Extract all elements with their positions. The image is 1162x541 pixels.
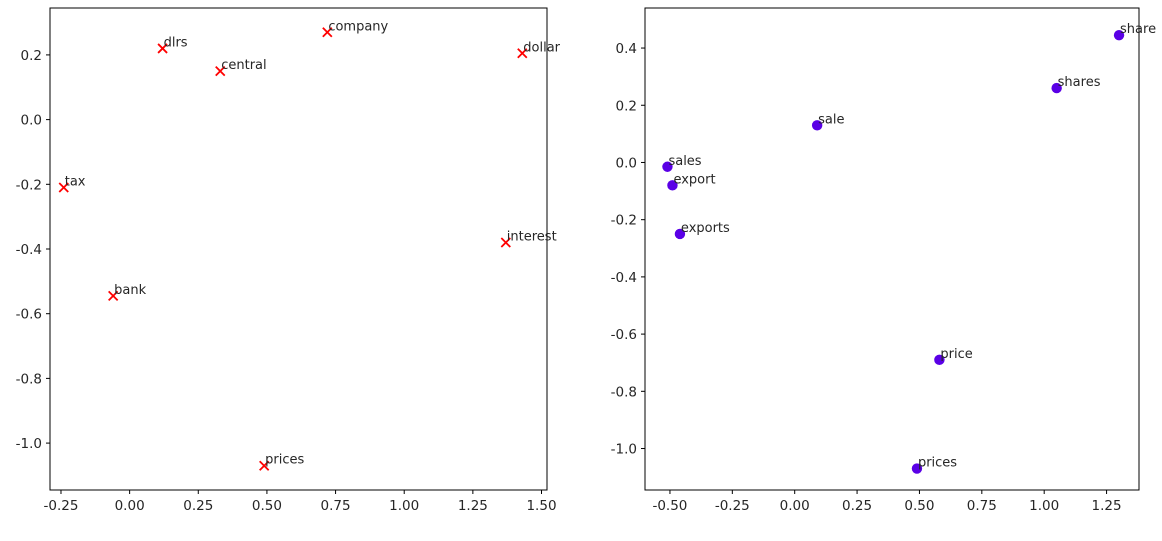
data-point-dot: [674, 228, 686, 240]
y-tick-label: -0.8: [611, 384, 637, 400]
y-tick-label: -0.8: [16, 371, 42, 387]
y-tick-label: -0.2: [16, 177, 42, 193]
y-tick-label: -0.6: [611, 327, 637, 343]
x-tick-label: 0.25: [183, 498, 213, 514]
point-label: company: [328, 19, 388, 34]
point-label: tax: [65, 175, 86, 190]
data-point-dot: [1051, 82, 1062, 94]
y-tick-label: 0.4: [616, 41, 637, 57]
data-point-x-marker: [215, 65, 226, 77]
point-label: shares: [1058, 75, 1101, 90]
point-label: exports: [681, 221, 730, 236]
data-point-dot: [911, 463, 923, 474]
y-tick-label: -1.0: [16, 436, 42, 452]
y-tick-label: -1.0: [611, 442, 637, 458]
data-point-dot: [1113, 29, 1125, 41]
point-label: central: [221, 58, 266, 73]
data-point-x-marker: [500, 237, 511, 248]
y-tick-label: -0.4: [611, 270, 637, 286]
data-point-x-marker: [58, 182, 69, 193]
data-point-dot: [667, 180, 678, 191]
right-scatter-panel: -0.50 -0.25 0.00 0.25 0.50 0.75 1.00 1.25 0.4 0.2…: [611, 7, 1156, 514]
point-label: dollar: [523, 40, 560, 55]
y-tick-label: -0.6: [16, 307, 42, 323]
point-label: export: [673, 172, 715, 187]
axes-frame: [644, 7, 1140, 491]
x-tick-label: 0.50: [252, 498, 282, 514]
y-tick-label: 0.0: [21, 113, 42, 129]
axes-frame: [49, 7, 548, 491]
y-tick-label: -0.4: [16, 242, 42, 258]
x-tick-label: 1.00: [1029, 498, 1059, 514]
x-tick-label: 0.00: [115, 498, 145, 514]
point-label: interest: [507, 230, 557, 245]
x-tick-label: 1.00: [389, 498, 419, 514]
x-tick-label: 0.00: [780, 498, 810, 514]
x-tick-label: 1.25: [1092, 498, 1122, 514]
data-point-dot: [934, 354, 945, 366]
x-tick-label: 0.75: [321, 498, 351, 514]
left-scatter-panel: -0.25 0.00 0.25 0.50 0.75 1.00 1.25 1.50 0.2 0.0 -…: [16, 7, 561, 514]
data-point-x-marker: [108, 290, 119, 302]
data-point-x-marker: [517, 48, 528, 59]
point-label: sale: [818, 112, 844, 127]
x-tick-label: 0.50: [904, 498, 934, 514]
data-point-x-marker: [259, 460, 270, 471]
y-tick-label: -0.2: [611, 213, 637, 229]
point-label: share: [1120, 22, 1156, 37]
point-label: dlrs: [164, 35, 188, 50]
point-label: bank: [114, 283, 146, 298]
point-label: price: [940, 347, 972, 362]
point-label: prices: [265, 453, 304, 468]
x-tick-label: 0.75: [967, 498, 997, 514]
point-label: sales: [668, 154, 701, 169]
x-tick-label: -0.25: [44, 498, 79, 514]
x-tick-label: 1.25: [458, 498, 488, 514]
data-point-dot: [811, 120, 823, 131]
y-tick-label: 0.0: [616, 155, 637, 171]
x-tick-label: -0.25: [715, 498, 750, 514]
x-tick-label: 0.25: [842, 498, 872, 514]
y-tick-label: 0.2: [21, 48, 42, 64]
x-tick-label: -0.50: [652, 498, 687, 514]
data-point-x-marker: [157, 43, 168, 54]
point-label: prices: [918, 456, 957, 471]
x-tick-label: 1.50: [526, 498, 556, 514]
y-tick-label: 0.2: [616, 98, 637, 114]
data-point-dot: [662, 161, 673, 172]
data-point-x-marker: [322, 27, 333, 38]
